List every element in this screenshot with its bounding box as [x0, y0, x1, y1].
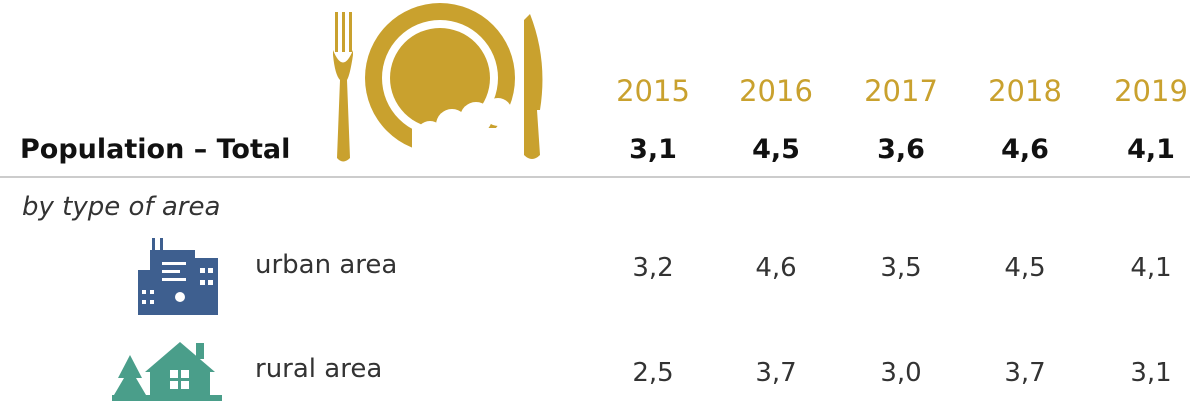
- total-label: Population – Total: [20, 134, 290, 165]
- row-value: 3,7: [755, 358, 796, 388]
- row-value: 3,5: [880, 253, 921, 283]
- row-value: 3,0: [880, 358, 921, 388]
- row-value: 4,5: [1004, 253, 1045, 283]
- dining-icon: [333, 3, 543, 168]
- year-header: 2019: [1114, 74, 1188, 108]
- row-value: 3,1: [1130, 358, 1171, 388]
- row-value: 4,6: [755, 253, 796, 283]
- row-value: 3,2: [632, 253, 673, 283]
- year-header: 2016: [739, 74, 813, 108]
- urban-icon: [138, 238, 218, 315]
- row-value: 2,5: [632, 358, 673, 388]
- row-label: rural area: [255, 354, 382, 384]
- row-label: urban area: [255, 250, 397, 280]
- total-value: 4,5: [752, 134, 800, 165]
- total-value: 4,1: [1127, 134, 1175, 165]
- year-header: 2015: [616, 74, 690, 108]
- rural-icon: [112, 342, 222, 401]
- total-value: 4,6: [1001, 134, 1049, 165]
- year-header: 2018: [988, 74, 1062, 108]
- total-value: 3,6: [877, 134, 925, 165]
- year-header: 2017: [864, 74, 938, 108]
- total-value: 3,1: [629, 134, 677, 165]
- row-value: 4,1: [1130, 253, 1171, 283]
- row-value: 3,7: [1004, 358, 1045, 388]
- section-label: by type of area: [22, 192, 220, 222]
